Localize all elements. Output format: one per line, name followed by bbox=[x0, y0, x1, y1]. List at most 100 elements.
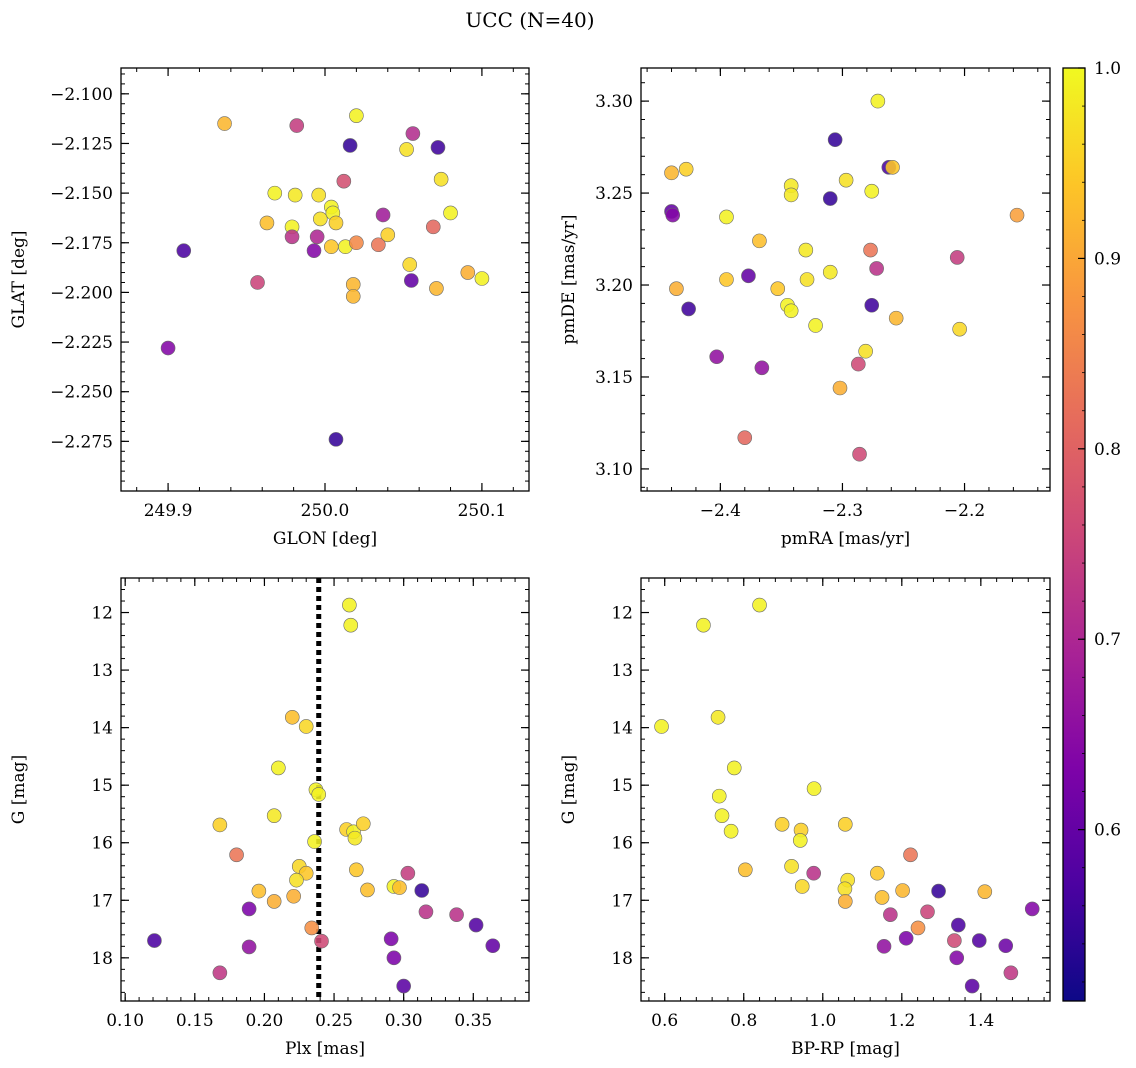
x-axis-label: Plx [mas] bbox=[285, 1039, 365, 1059]
x-tick-label: −2.3 bbox=[822, 501, 863, 521]
data-point bbox=[405, 126, 421, 141]
x-axis-label: GLON [deg] bbox=[273, 529, 377, 549]
x-tick-label: 0.15 bbox=[176, 1011, 214, 1031]
data-point bbox=[664, 165, 679, 181]
data-point bbox=[949, 250, 965, 265]
axes-frame bbox=[120, 577, 530, 1002]
axes-frame bbox=[640, 577, 1051, 1002]
data-point bbox=[752, 597, 767, 613]
data-point bbox=[852, 446, 867, 462]
data-point bbox=[783, 303, 799, 319]
data-point bbox=[920, 904, 935, 920]
data-point bbox=[864, 183, 880, 199]
data-point bbox=[433, 171, 449, 187]
data-point bbox=[342, 138, 358, 153]
colorbar-tick-label: 0.6 bbox=[1094, 821, 1121, 841]
data-point bbox=[312, 211, 328, 227]
data-point bbox=[1024, 901, 1040, 917]
axes-frame bbox=[640, 67, 1051, 492]
data-point bbox=[347, 830, 363, 846]
x-tick-label: 0.25 bbox=[315, 1011, 353, 1031]
data-point bbox=[774, 817, 790, 832]
data-point bbox=[314, 933, 329, 949]
data-point bbox=[754, 360, 770, 376]
data-point bbox=[741, 268, 756, 284]
x-tick-label: 1.4 bbox=[967, 1011, 994, 1031]
x-axis-label: pmRA [mas/yr] bbox=[781, 529, 910, 549]
colorbar-tick-label: 0.8 bbox=[1094, 440, 1121, 460]
x-tick-label: 250.0 bbox=[301, 501, 350, 521]
y-tick-label: 3.10 bbox=[595, 460, 633, 480]
y-tick-label: 3.25 bbox=[595, 184, 633, 204]
x-tick-label: 0.10 bbox=[106, 1011, 144, 1031]
data-point bbox=[212, 817, 228, 833]
data-point bbox=[808, 318, 823, 333]
data-point bbox=[271, 760, 286, 776]
y-tick-label: 15 bbox=[91, 776, 113, 796]
minor-ticks bbox=[641, 578, 1050, 1001]
y-tick-label: 17 bbox=[91, 891, 113, 911]
colorbar-gradient bbox=[1063, 68, 1085, 1001]
data-point bbox=[770, 281, 786, 296]
scatter-points bbox=[160, 108, 490, 447]
x-tick-label: 1.2 bbox=[888, 1011, 915, 1031]
y-tick-label: 14 bbox=[611, 719, 633, 739]
data-point bbox=[798, 242, 814, 258]
data-point bbox=[851, 356, 866, 372]
x-tick-label: 250.1 bbox=[458, 501, 507, 521]
data-point bbox=[949, 950, 965, 966]
data-point bbox=[678, 161, 694, 177]
data-point bbox=[399, 142, 414, 157]
colorbar: 0.6 0.7 0.8 0.9 1.0 bbox=[1062, 59, 1121, 1002]
data-point bbox=[977, 884, 993, 899]
data-point bbox=[876, 939, 892, 954]
data-point bbox=[869, 261, 884, 276]
data-point bbox=[832, 380, 848, 396]
x-tick-label: 0.35 bbox=[454, 1011, 492, 1031]
colorbar-tick-label: 1.0 bbox=[1094, 59, 1121, 79]
x-tick-label: 0.6 bbox=[651, 1011, 678, 1031]
data-point bbox=[259, 215, 275, 231]
colorbar-tick-label: 0.7 bbox=[1094, 630, 1121, 650]
data-point bbox=[328, 215, 344, 231]
y-tick-label: 3.20 bbox=[595, 276, 633, 296]
y-tick-label: 16 bbox=[91, 834, 113, 854]
y-axis-label: G [mag] bbox=[559, 755, 579, 824]
data-point bbox=[669, 281, 684, 296]
data-point bbox=[284, 709, 300, 725]
data-point bbox=[474, 271, 490, 286]
y-tick-label: −2.150 bbox=[50, 184, 113, 204]
data-point bbox=[343, 617, 359, 633]
data-point bbox=[345, 289, 361, 304]
data-point bbox=[711, 788, 727, 804]
data-point bbox=[229, 847, 244, 863]
x-axis-label: BP-RP [mag] bbox=[791, 1039, 900, 1059]
data-point bbox=[355, 816, 371, 832]
data-point bbox=[176, 243, 192, 259]
data-point bbox=[396, 978, 411, 994]
data-point bbox=[710, 709, 726, 725]
data-point bbox=[342, 597, 357, 613]
data-point bbox=[414, 883, 430, 898]
data-point bbox=[298, 719, 314, 734]
data-point bbox=[402, 257, 418, 272]
data-point bbox=[870, 865, 885, 881]
y-axis-label: pmDE [mas/yr] bbox=[559, 214, 579, 344]
colorbar-tick-label: 0.9 bbox=[1094, 249, 1121, 269]
data-point bbox=[874, 890, 890, 905]
data-point bbox=[336, 173, 352, 189]
data-point bbox=[328, 432, 344, 447]
data-point bbox=[792, 833, 808, 848]
x-tick-label: −2.2 bbox=[944, 501, 985, 521]
data-point bbox=[714, 808, 730, 823]
scatter-points bbox=[664, 93, 1025, 462]
data-point bbox=[885, 160, 900, 175]
y-tick-label: 18 bbox=[611, 949, 633, 969]
data-point bbox=[400, 865, 416, 881]
figure-title: UCC (N=40) bbox=[465, 8, 594, 32]
data-point bbox=[241, 939, 257, 955]
x-tick-label: 249.9 bbox=[144, 501, 193, 521]
data-point bbox=[349, 108, 364, 123]
data-point bbox=[429, 281, 444, 296]
data-point bbox=[971, 933, 987, 948]
